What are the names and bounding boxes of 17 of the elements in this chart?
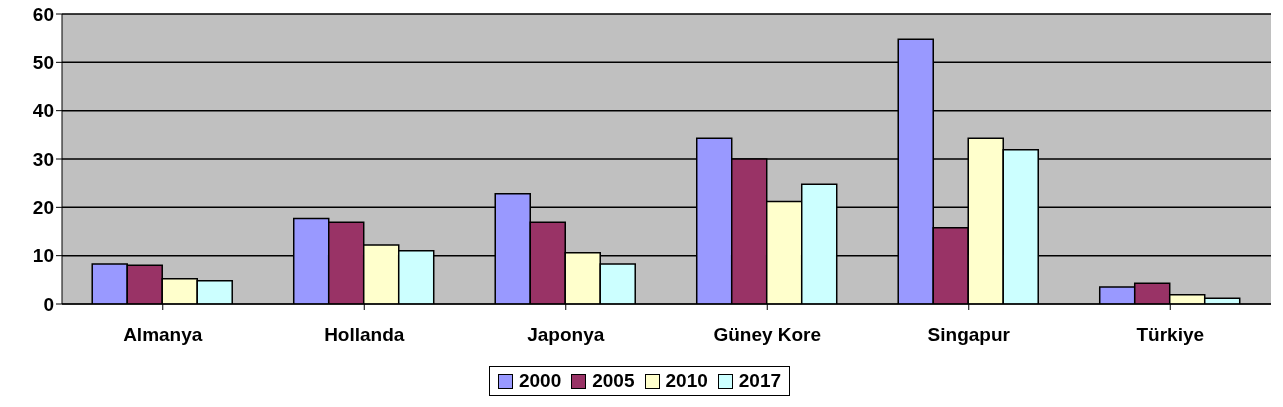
x-tick-label: Japonya bbox=[527, 324, 605, 346]
y-tick-label: 50 bbox=[32, 52, 54, 74]
x-tick-label: Almanya bbox=[123, 324, 203, 346]
legend-label: 2005 bbox=[592, 370, 635, 392]
legend-label: 2000 bbox=[518, 370, 562, 392]
legend-label: 2017 bbox=[738, 370, 782, 392]
y-tick-label: 0 bbox=[43, 293, 54, 315]
y-tick-label: 20 bbox=[32, 197, 54, 219]
legend-label: 2010 bbox=[665, 370, 708, 392]
y-tick-label: 30 bbox=[32, 148, 54, 170]
x-tick-label: Türkiye bbox=[1136, 324, 1205, 346]
y-tick-label: 60 bbox=[32, 3, 54, 25]
y-tick-label: 10 bbox=[32, 245, 54, 267]
y-tick-label: 40 bbox=[32, 100, 54, 122]
x-tick-label: Güney Kore bbox=[713, 324, 822, 346]
x-tick-label: Singapur bbox=[927, 324, 1011, 346]
x-tick-label: Hollanda bbox=[324, 324, 405, 346]
